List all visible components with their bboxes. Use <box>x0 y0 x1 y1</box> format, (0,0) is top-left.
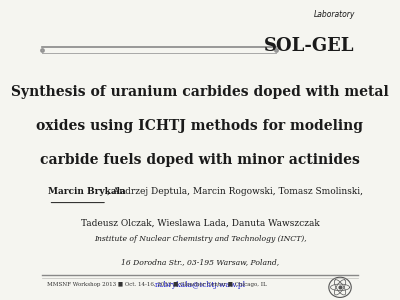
Text: Tadeusz Olczak, Wieslawa Lada, Danuta Wawszczak: Tadeusz Olczak, Wieslawa Lada, Danuta Wa… <box>81 218 319 227</box>
Text: Synthesis of uranium carbides doped with metal: Synthesis of uranium carbides doped with… <box>11 85 389 99</box>
Text: oxides using ICHTJ methods for modeling: oxides using ICHTJ methods for modeling <box>36 119 364 133</box>
Text: m.brykala@ichtj.waw.pl: m.brykala@ichtj.waw.pl <box>154 281 246 289</box>
Text: Marcin Brykala: Marcin Brykala <box>48 187 126 196</box>
Text: carbide fuels doped with minor actinides: carbide fuels doped with minor actinides <box>40 153 360 167</box>
Text: , Andrzej Deptula, Marcin Rogowski, Tomasz Smolinski,: , Andrzej Deptula, Marcin Rogowski, Toma… <box>107 187 363 196</box>
Text: 16 Dorodna Str., 03-195 Warsaw, Poland,: 16 Dorodna Str., 03-195 Warsaw, Poland, <box>121 258 279 266</box>
Text: MMSNF Workshop 2013 ■ Oct. 14-16, 2013 ■ Gleacher Center ■ Chicago, IL: MMSNF Workshop 2013 ■ Oct. 14-16, 2013 ■… <box>47 282 267 287</box>
Text: Institute of Nuclear Chemistry and Technology (INCT),: Institute of Nuclear Chemistry and Techn… <box>94 235 306 243</box>
Text: Laboratory: Laboratory <box>314 10 355 19</box>
Text: SOL-GEL: SOL-GEL <box>264 37 355 55</box>
